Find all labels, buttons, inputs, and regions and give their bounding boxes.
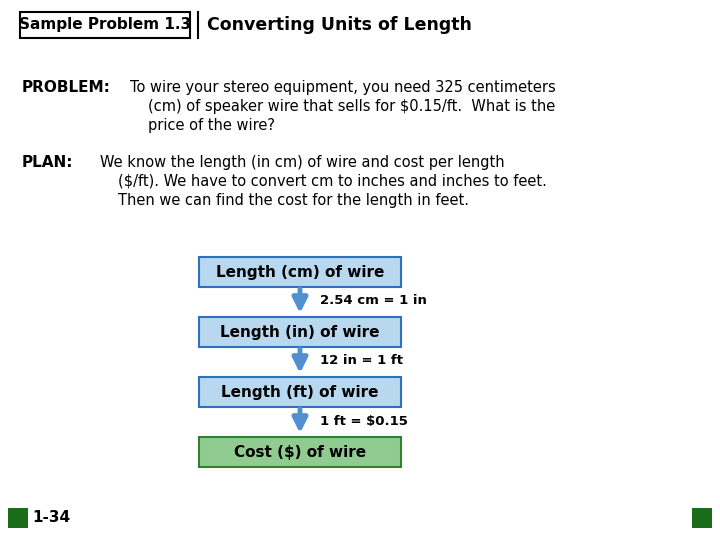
Text: Sample Problem 1.3: Sample Problem 1.3 bbox=[19, 17, 191, 32]
Text: 2.54 cm = 1 in: 2.54 cm = 1 in bbox=[320, 294, 427, 307]
FancyBboxPatch shape bbox=[692, 508, 712, 528]
Text: Then we can find the cost for the length in feet.: Then we can find the cost for the length… bbox=[118, 193, 469, 208]
FancyBboxPatch shape bbox=[199, 317, 401, 347]
FancyBboxPatch shape bbox=[199, 437, 401, 467]
Text: 12 in = 1 ft: 12 in = 1 ft bbox=[320, 354, 403, 368]
Text: Converting Units of Length: Converting Units of Length bbox=[207, 16, 472, 34]
Text: PLAN:: PLAN: bbox=[22, 155, 73, 170]
Text: ($/ft). We have to convert cm to inches and inches to feet.: ($/ft). We have to convert cm to inches … bbox=[118, 174, 547, 189]
Text: 1-34: 1-34 bbox=[32, 510, 70, 525]
Text: Length (ft) of wire: Length (ft) of wire bbox=[221, 384, 379, 400]
Text: Length (cm) of wire: Length (cm) of wire bbox=[216, 265, 384, 280]
Text: PROBLEM:: PROBLEM: bbox=[22, 80, 111, 95]
Text: Cost ($) of wire: Cost ($) of wire bbox=[234, 444, 366, 460]
Text: To wire your stereo equipment, you need 325 centimeters: To wire your stereo equipment, you need … bbox=[130, 80, 556, 95]
Text: Length (in) of wire: Length (in) of wire bbox=[220, 325, 379, 340]
Text: (cm) of speaker wire that sells for $0.15/ft.  What is the: (cm) of speaker wire that sells for $0.1… bbox=[148, 99, 555, 114]
FancyBboxPatch shape bbox=[8, 508, 28, 528]
FancyBboxPatch shape bbox=[199, 377, 401, 407]
Text: price of the wire?: price of the wire? bbox=[148, 118, 275, 133]
Text: We know the length (in cm) of wire and cost per length: We know the length (in cm) of wire and c… bbox=[100, 155, 505, 170]
FancyBboxPatch shape bbox=[199, 257, 401, 287]
Text: 1 ft = $0.15: 1 ft = $0.15 bbox=[320, 415, 408, 428]
FancyBboxPatch shape bbox=[20, 12, 190, 38]
